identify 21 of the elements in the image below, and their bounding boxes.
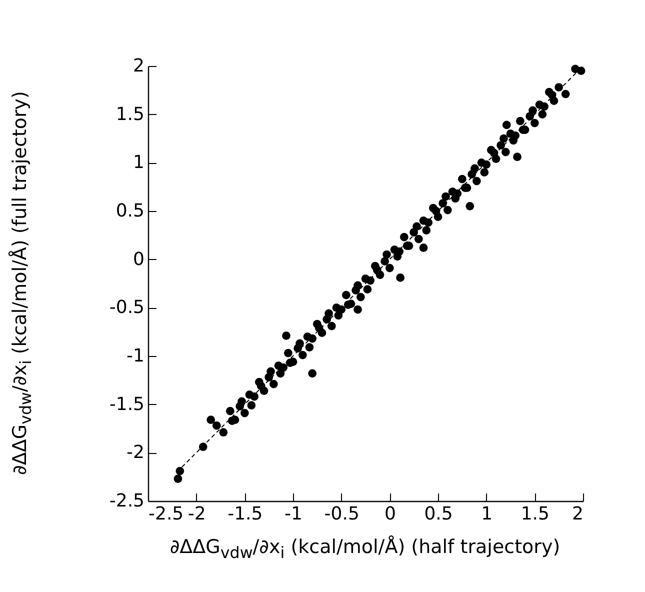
y-tick-label: -2.5 [109, 490, 144, 512]
y-tick-label: 1.5 [116, 104, 144, 125]
x-tick-label: -0.5 [324, 504, 360, 524]
x-tick-label: -1.5 [228, 504, 263, 524]
x-tick-label: 1 [481, 504, 493, 524]
y-tick-label: 1 [133, 152, 144, 174]
x-tick-label: 0.5 [424, 504, 453, 524]
y-tick-label: -2 [126, 442, 144, 464]
y-tick-label: -0.5 [109, 297, 144, 318]
x-tick-label: -2 [188, 504, 206, 524]
y-tick-label: -1.5 [109, 394, 144, 415]
x-tick-label: 1.5 [520, 504, 550, 524]
x-tick-label: 2 [572, 504, 584, 524]
y-tick-label: 0.5 [116, 200, 144, 222]
x-axis-title: ∂ΔΔG$_{vdw}$/∂x$_{i}$ (kcal/mol/Å) (half trajectory) [168, 536, 562, 562]
x-tick-label: -1 [284, 504, 302, 524]
y-tick-label: -1 [126, 346, 144, 366]
x-tick-label: 0 [384, 504, 396, 524]
y-tick-label: 0 [133, 248, 144, 270]
y-tick-label: 2 [133, 56, 144, 76]
x-tick-label: -2.5 [148, 504, 184, 524]
